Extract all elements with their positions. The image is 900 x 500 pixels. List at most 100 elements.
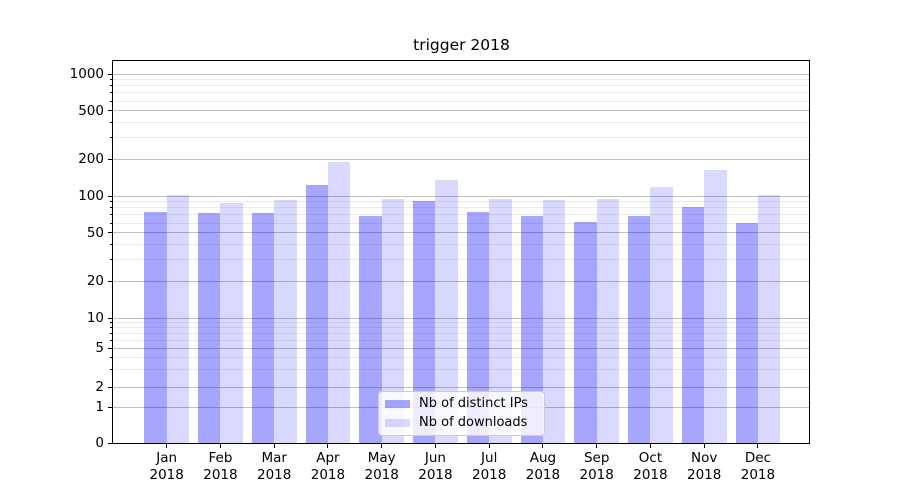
bar-downloads-oct <box>650 186 673 443</box>
y-minor-tick-mark <box>110 322 113 324</box>
x-tick-label: Jul 2018 <box>472 450 507 483</box>
gridline-minor <box>113 259 809 261</box>
gridline-minor <box>113 214 809 216</box>
bar-downloads-jul <box>489 198 512 443</box>
gridline-minor <box>113 244 809 246</box>
y-tick-label: 200 <box>78 151 104 168</box>
bar-downloads-may <box>381 199 405 443</box>
bar-downloads-mar <box>274 200 297 443</box>
bar-downloads-apr <box>327 162 351 443</box>
y-minor-tick-mark <box>110 137 113 139</box>
y-tick-mark <box>108 232 113 234</box>
x-tick-mark <box>381 444 383 448</box>
y-tick-mark <box>108 110 113 112</box>
gridline-minor <box>113 327 809 329</box>
y-minor-tick-mark <box>110 356 113 358</box>
y-tick-label: 1000 <box>69 66 104 82</box>
gridline-minor <box>113 339 809 341</box>
y-minor-tick-mark <box>110 244 113 246</box>
x-tick-mark <box>327 444 329 448</box>
x-tick-label: Apr 2018 <box>310 450 346 483</box>
gridline-minor <box>113 369 809 371</box>
x-tick-label: Oct 2018 <box>633 450 668 483</box>
legend-row-downloads: Nb of downloads <box>385 415 540 431</box>
y-minor-tick-mark <box>110 339 113 341</box>
x-tick-label: Mar 2018 <box>257 450 292 483</box>
x-tick-mark <box>596 444 598 448</box>
x-tick-mark <box>542 444 544 448</box>
x-tick-label: May 2018 <box>364 450 399 483</box>
gridline-minor <box>113 100 809 102</box>
bar-distinct-ips-apr <box>305 185 328 443</box>
bar-distinct-ips-mar <box>251 213 275 443</box>
bar-downloads-sep <box>596 199 620 443</box>
gridline-minor <box>113 207 809 209</box>
y-minor-tick-mark <box>110 201 113 203</box>
y-tick-mark <box>108 442 113 444</box>
x-tick-mark <box>166 444 168 448</box>
x-tick-mark <box>219 444 221 448</box>
x-tick-label: Dec 2018 <box>740 450 776 483</box>
y-minor-tick-mark <box>110 79 113 81</box>
gridline-minor <box>113 322 809 324</box>
y-minor-tick-mark <box>110 327 113 329</box>
bar-distinct-ips-sep <box>574 222 597 443</box>
y-minor-tick-mark <box>110 100 113 102</box>
y-tick-label: 100 <box>78 188 104 204</box>
y-tick-label: 1 <box>95 399 104 415</box>
x-tick-mark <box>649 444 651 448</box>
gridline-minor <box>113 122 809 124</box>
y-tick-label: 10 <box>86 310 104 326</box>
bar-distinct-ips-aug <box>520 216 543 443</box>
y-tick-label: 20 <box>86 273 104 290</box>
gridline-major <box>113 158 809 160</box>
bar-downloads-feb <box>220 202 243 443</box>
y-minor-tick-mark <box>110 207 113 209</box>
y-tick-mark <box>108 73 113 75</box>
bar-distinct-ips-oct <box>628 215 651 443</box>
gridline-major <box>113 280 809 282</box>
y-tick-mark <box>108 347 113 349</box>
x-tick-mark <box>273 444 275 448</box>
y-minor-tick-mark <box>110 222 113 224</box>
y-tick-label: 500 <box>78 102 104 119</box>
y-tick-mark <box>108 280 113 282</box>
gridline-minor <box>113 356 809 358</box>
gridline-minor <box>113 332 809 334</box>
y-tick-label: 5 <box>95 340 104 356</box>
bar-downloads-nov <box>704 170 727 443</box>
gridline-minor <box>113 201 809 203</box>
gridline-major <box>113 386 809 388</box>
legend-swatch-distinct-ips-icon <box>385 400 410 409</box>
gridline-major <box>113 232 809 234</box>
gridline-major <box>113 317 809 319</box>
x-tick-mark <box>434 444 436 448</box>
gridline-minor <box>113 85 809 87</box>
gridline-minor <box>113 79 809 81</box>
bar-downloads-aug <box>542 200 566 443</box>
gridline-major <box>113 195 809 197</box>
gridline-major <box>113 110 809 112</box>
x-tick-label: Sep 2018 <box>579 450 614 483</box>
plot-area <box>112 60 810 444</box>
gridline-minor <box>113 92 809 94</box>
chart-title: trigger 2018 <box>413 36 510 54</box>
gridline-minor <box>113 137 809 139</box>
y-tick-label: 50 <box>86 224 104 241</box>
y-minor-tick-mark <box>110 214 113 216</box>
bar-distinct-ips-nov <box>681 206 705 443</box>
y-tick-label: 2 <box>95 379 104 395</box>
y-tick-mark <box>108 195 113 197</box>
x-tick-mark <box>757 444 759 448</box>
gridline-major <box>113 73 809 75</box>
y-tick-mark <box>108 158 113 160</box>
x-tick-label: Aug 2018 <box>525 450 561 483</box>
bar-downloads-dec <box>757 194 781 443</box>
legend: Nb of distinct IPs Nb of downloads <box>378 391 545 436</box>
y-tick-label: 0 <box>95 435 104 451</box>
y-minor-tick-mark <box>110 122 113 124</box>
legend-label-distinct-ips: Nb of distinct IPs <box>419 396 528 412</box>
x-tick-mark <box>488 444 490 448</box>
x-tick-label: Jun 2018 <box>418 450 453 483</box>
